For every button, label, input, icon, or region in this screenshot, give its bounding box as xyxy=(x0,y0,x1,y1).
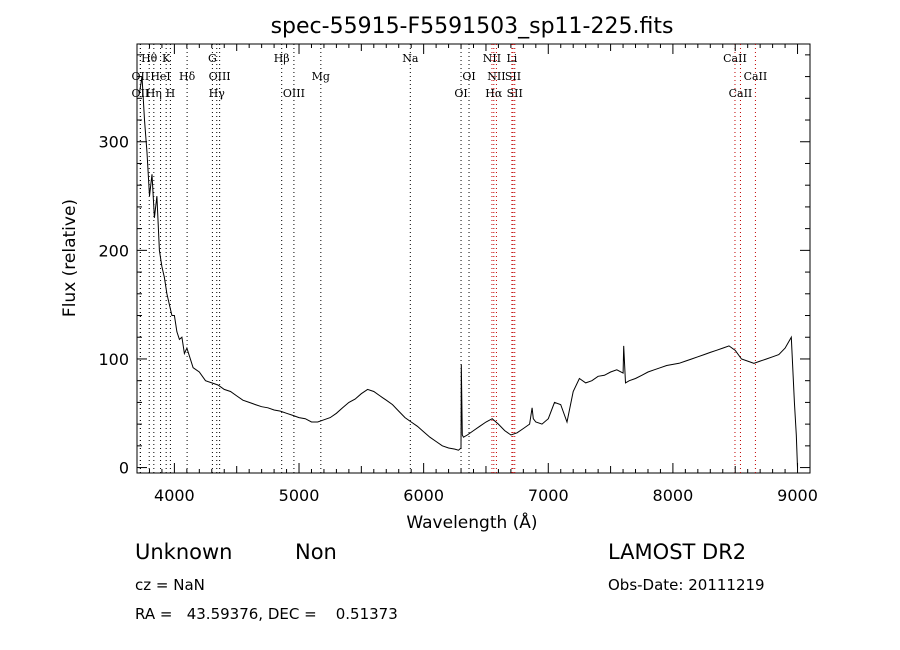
y-tick-label: 0 xyxy=(119,459,129,478)
object-subclass: Non xyxy=(295,540,337,564)
spectral-line-label: OIII xyxy=(209,70,231,83)
spectral-line-label: HeI xyxy=(150,70,170,83)
spectral-line-label: Hθ xyxy=(141,52,158,65)
spectral-line-label: CaII xyxy=(729,87,753,100)
ra-dec: RA = 43.59376, DEC = 0.51373 xyxy=(135,605,398,623)
spectral-line-label: Li xyxy=(506,52,517,65)
x-axis-label: Wavelength (Å) xyxy=(406,511,537,533)
survey-name: LAMOST DR2 xyxy=(608,540,747,564)
spectral-line-label: G xyxy=(208,52,217,65)
spectral-line-label: Hδ xyxy=(179,70,196,83)
spectral-line-label: Na xyxy=(402,52,419,65)
spectral-line-label: H xyxy=(166,87,176,100)
spectral-line-label: OI xyxy=(454,87,467,100)
spectral-line-label: OIII xyxy=(283,87,305,100)
y-tick-label: 200 xyxy=(98,241,129,260)
x-tick-label: 6000 xyxy=(403,486,444,505)
spectral-line-label: Hβ xyxy=(274,52,290,65)
spectral-line-label: NII xyxy=(483,52,501,65)
spectral-line-label: Mg xyxy=(312,70,330,83)
x-tick-label: 8000 xyxy=(653,486,694,505)
y-tick-label: 300 xyxy=(98,133,129,152)
cz-value: cz = NaN xyxy=(135,576,205,594)
spectral-line-label: NII xyxy=(487,70,505,83)
spectral-line-label: SII xyxy=(505,70,521,83)
spectral-line-label: SII xyxy=(507,87,523,100)
spectral-line-label: Hγ xyxy=(209,87,226,100)
x-tick-label: 5000 xyxy=(279,486,320,505)
spectral-line-label: K xyxy=(162,52,171,65)
object-class: Unknown xyxy=(135,540,233,564)
spectral-line-label: OI xyxy=(462,70,475,83)
plot-frame xyxy=(136,43,811,474)
obs-date: Obs-Date: 20111219 xyxy=(608,576,765,594)
chart-title: spec-55915-F5591503_sp11-225.fits xyxy=(271,14,674,39)
y-tick-label: 100 xyxy=(98,350,129,369)
y-axis-label: Flux (relative) xyxy=(60,199,80,317)
x-tick-label: 4000 xyxy=(154,486,195,505)
spectral-line-label: Hα xyxy=(485,87,503,100)
spectral-line-markers xyxy=(139,44,756,473)
spectral-line-label: CaII xyxy=(723,52,747,65)
x-axis-ticks: 4000 5000 6000 7000 8000 9000 xyxy=(136,44,818,505)
y-axis-ticks: 0 100 200 300 xyxy=(98,54,810,478)
x-tick-label: 9000 xyxy=(777,486,818,505)
x-tick-label: 7000 xyxy=(528,486,569,505)
spectral-line-label: Hη xyxy=(146,87,162,100)
spectral-line-label: OII xyxy=(132,87,150,100)
spectrum-series-line xyxy=(139,76,798,468)
spectral-line-label: CaII xyxy=(744,70,768,83)
